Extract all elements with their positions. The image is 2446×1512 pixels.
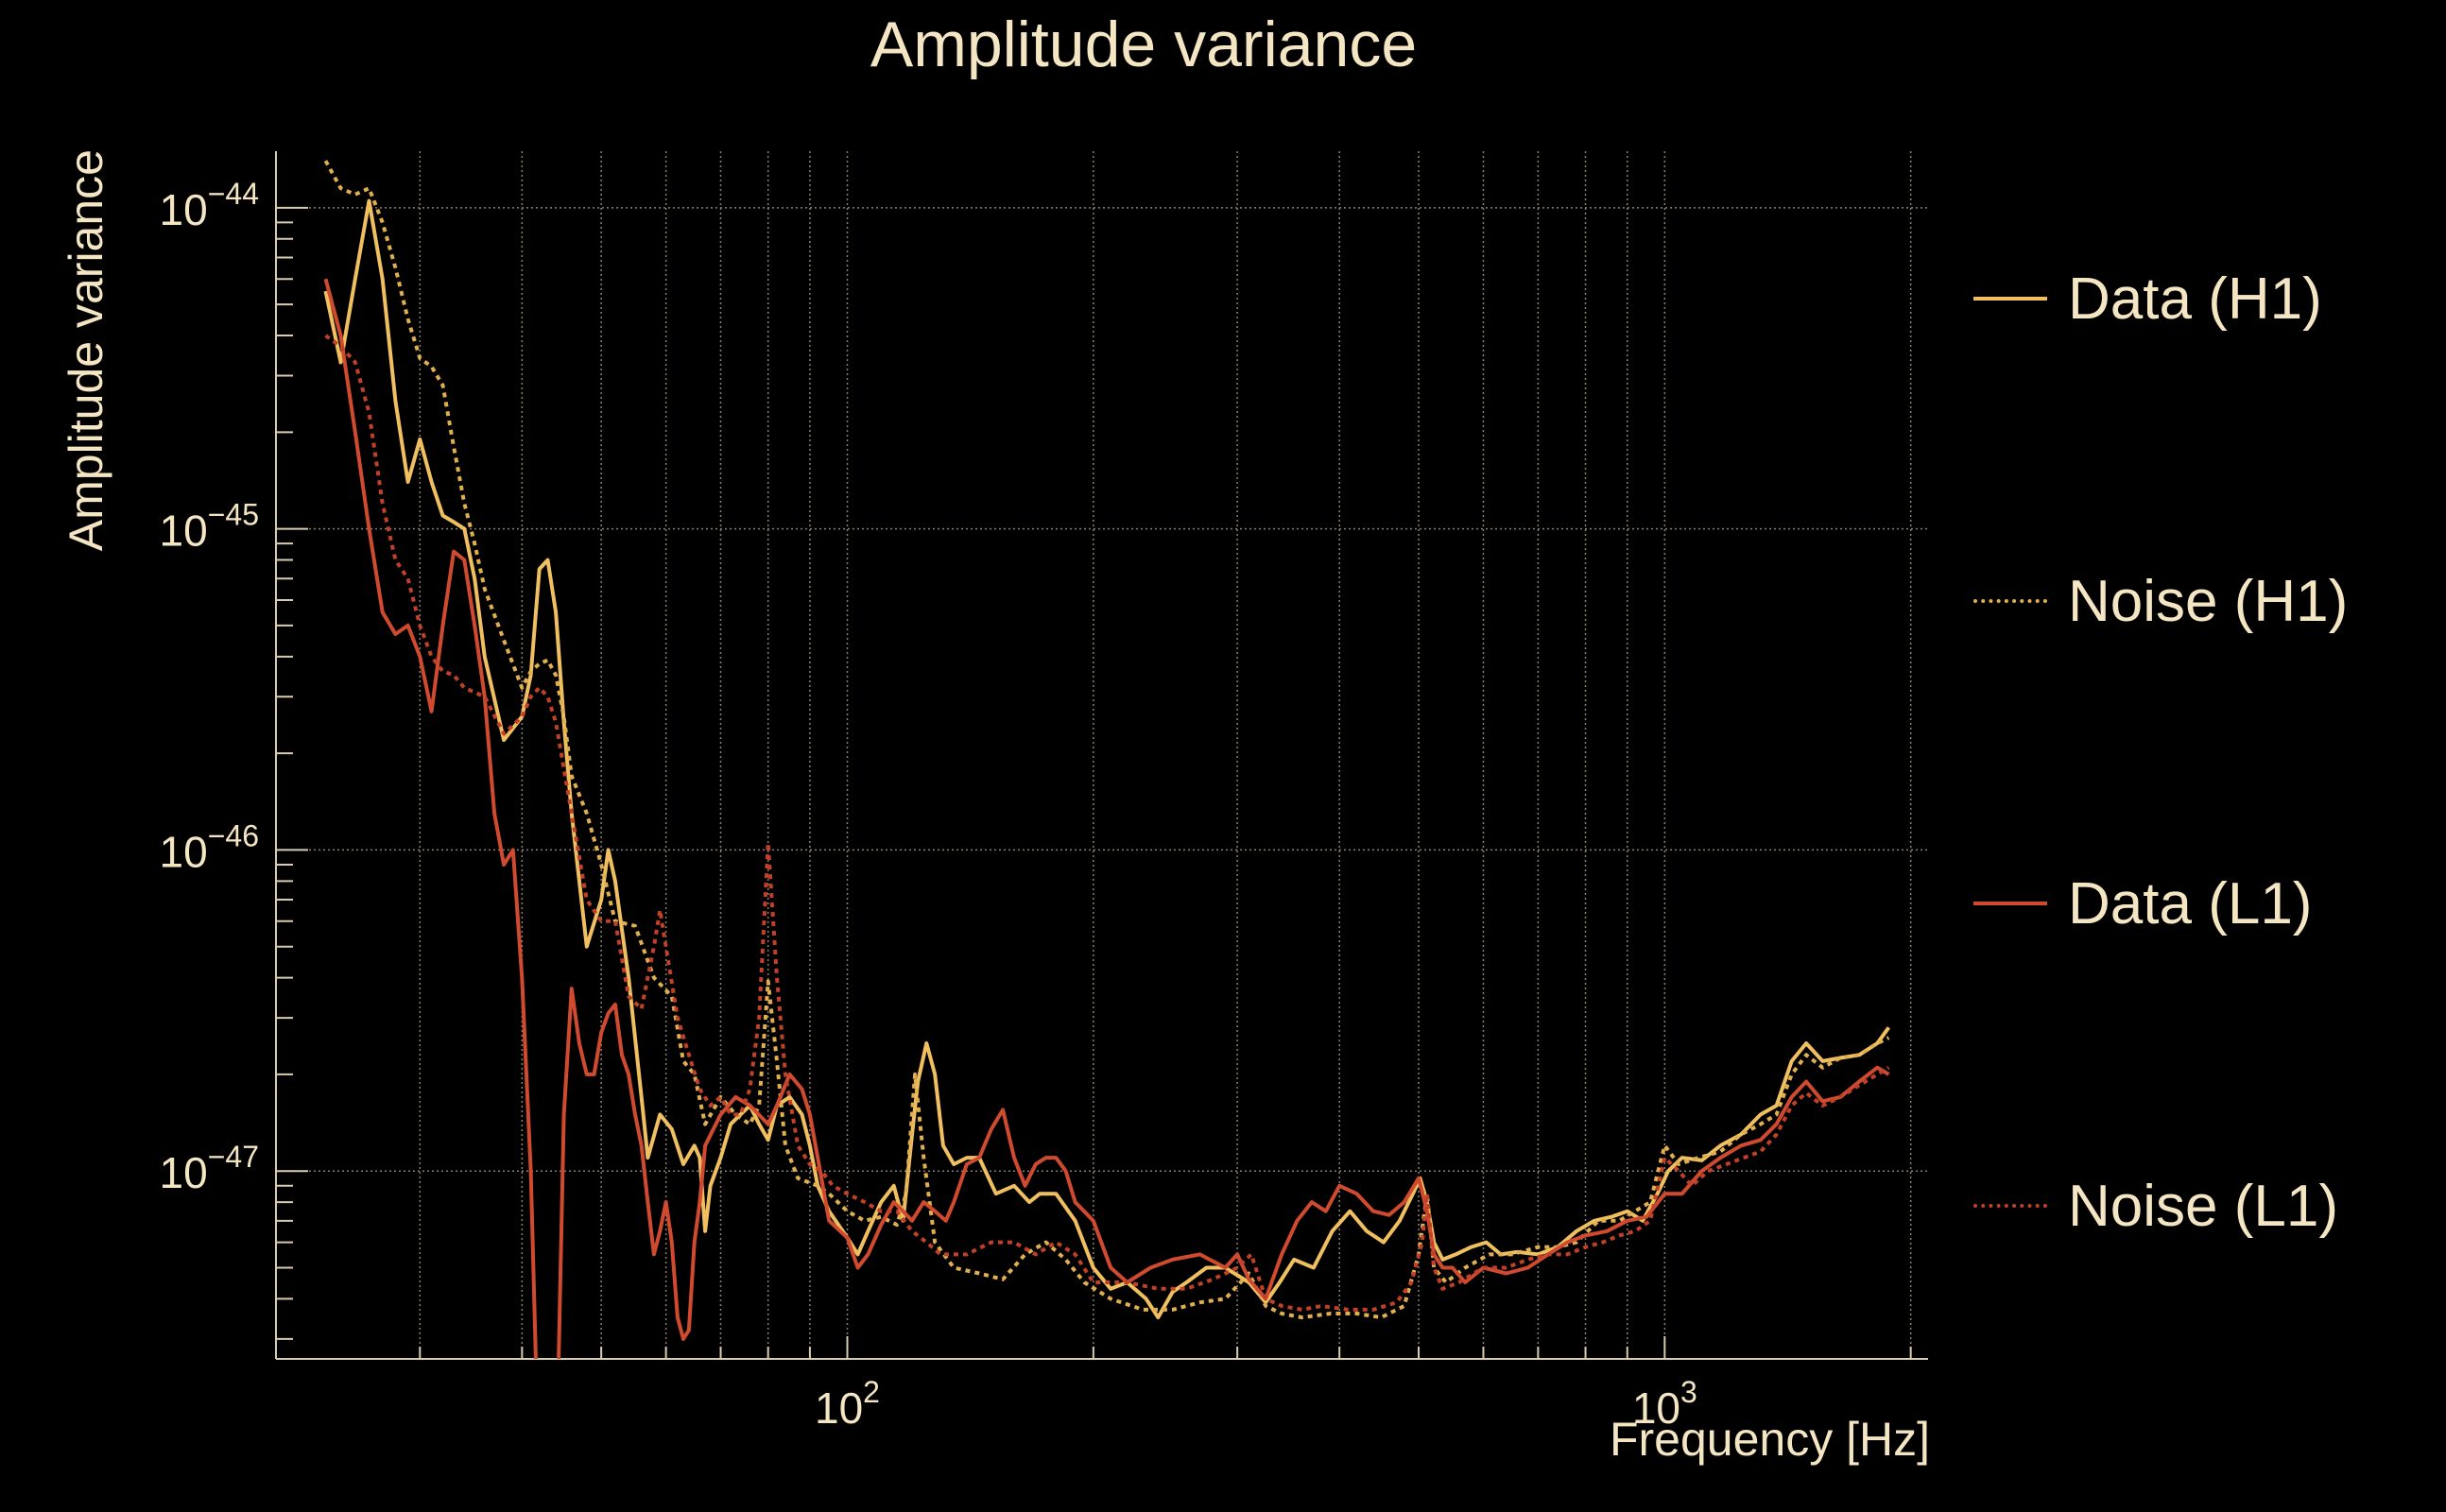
tick-label-exponent: 2	[863, 1375, 880, 1409]
series-line-noise-h1	[323, 160, 1890, 1320]
x-tick-label: 103	[1632, 1375, 1697, 1433]
series-line-data-h1	[323, 198, 1891, 1320]
grid-lines	[275, 151, 1928, 1359]
legend-label: Noise (H1)	[2068, 569, 2349, 634]
legend-item-noise-l1: Noise (L1)	[1968, 1164, 2421, 1249]
y-tick-label: 10−47	[160, 1140, 259, 1197]
tick-label-exponent: −47	[208, 1140, 259, 1174]
axes	[275, 151, 1928, 1360]
series-line-data-l1	[323, 278, 1890, 1359]
legend-swatch	[1973, 297, 2047, 301]
legend-item-data-h1: Data (H1)	[1968, 257, 2421, 342]
series-lines	[323, 160, 1891, 1359]
tick-label-base: 10	[160, 1148, 208, 1197]
x-axis-label: Frequency [Hz]	[1610, 1413, 1930, 1466]
y-tick-label: 10−44	[160, 177, 259, 234]
legend-label: Data (H1)	[2068, 266, 2322, 332]
chart-title: Amplitude variance	[870, 9, 1418, 80]
legend-item-data-l1: Data (L1)	[1968, 862, 2421, 947]
tick-label-base: 10	[1632, 1383, 1680, 1433]
tick-label-base: 10	[160, 827, 208, 876]
legend-swatch	[1973, 599, 2047, 603]
tick-label-base: 10	[815, 1383, 863, 1433]
legend-label: Noise (L1)	[2068, 1174, 2338, 1239]
tick-label-exponent: −46	[208, 818, 259, 852]
x-tick-label: 102	[815, 1375, 880, 1433]
tick-label-exponent: 3	[1680, 1375, 1697, 1409]
tick-marks	[275, 206, 1912, 1359]
tick-label-base: 10	[160, 507, 208, 556]
legend-swatch	[1973, 1204, 2047, 1208]
series-line-noise-l1	[324, 334, 1890, 1312]
y-axis-label: Amplitude variance	[60, 149, 112, 551]
tick-label-exponent: −45	[208, 498, 259, 532]
tick-label-base: 10	[160, 185, 208, 234]
y-tick-label: 10−45	[160, 498, 259, 556]
legend-label: Data (L1)	[2068, 871, 2313, 936]
y-tick-label: 10−46	[160, 818, 259, 876]
tick-label-exponent: −44	[208, 177, 259, 211]
legend-swatch	[1973, 902, 2047, 905]
legend-item-noise-h1: Noise (H1)	[1968, 559, 2421, 644]
